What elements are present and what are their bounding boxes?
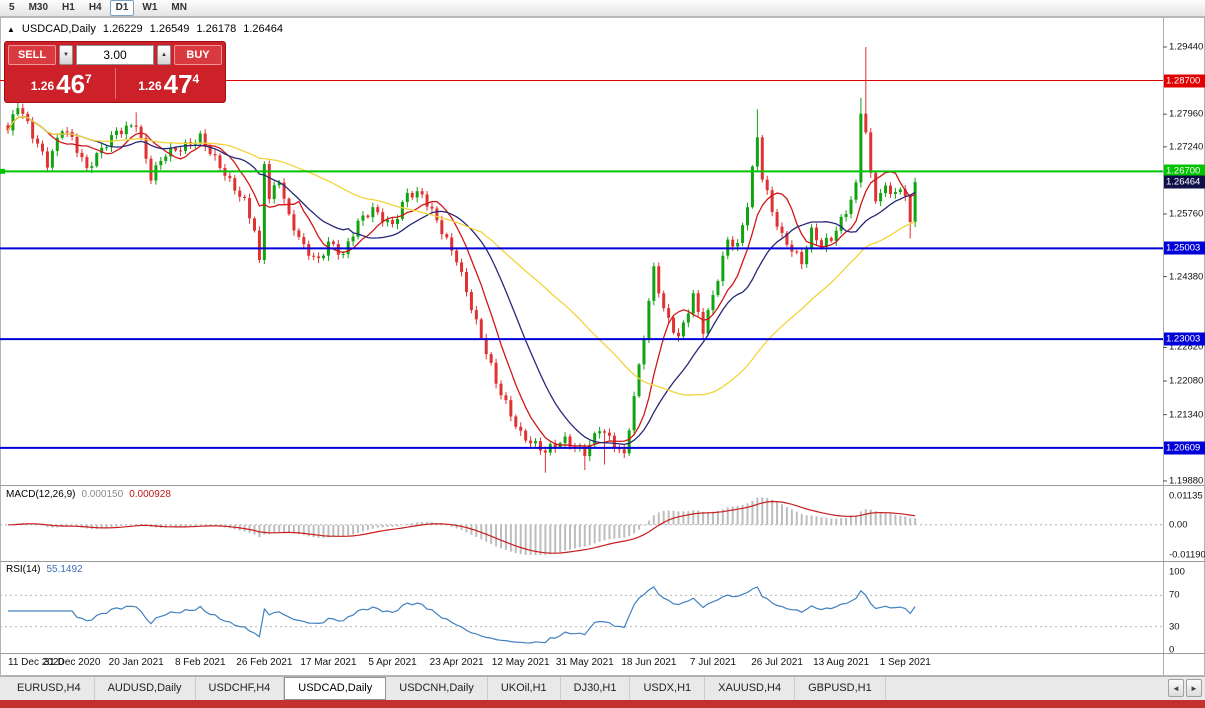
chart-tab-dj30-h1[interactable]: DJ30,H1 (561, 677, 631, 700)
buy-button[interactable]: BUY (174, 45, 222, 65)
moving-average-45 (7, 115, 916, 396)
tab-scroll-left-icon[interactable]: ◄ (1168, 679, 1184, 697)
one-click-trading-panel: SELL ▼ ▲ BUY 1.26 46 7 1.26 47 4 (4, 41, 226, 103)
timeframe-button-h1[interactable]: H1 (62, 2, 75, 13)
tab-scroll-right-icon[interactable]: ► (1186, 679, 1202, 697)
horizontal-price-lines[interactable] (0, 80, 1163, 449)
chart-tab-gbpusd-h1[interactable]: GBPUSD,H1 (795, 677, 886, 700)
timeframe-button-mn[interactable]: MN (171, 2, 187, 13)
volume-input[interactable] (76, 45, 154, 65)
timeframe-button-5[interactable]: 5 (9, 2, 15, 13)
chart-tab-usdcnh-daily[interactable]: USDCNH,Daily (386, 677, 488, 700)
buy-price-display[interactable]: 1.26 47 4 (116, 68, 223, 99)
timeframe-button-h4[interactable]: H4 (88, 2, 102, 13)
macd-signal-line (7, 500, 916, 554)
chart-tab-usdchf-h4[interactable]: USDCHF,H4 (196, 677, 285, 700)
sell-button[interactable]: SELL (8, 45, 56, 65)
sell-price-pips: 46 (56, 69, 86, 99)
timeframe-button-m30[interactable]: M30 (28, 2, 49, 13)
volume-decrease-button[interactable]: ▼ (59, 45, 73, 65)
chart-tab-ukoil-h1[interactable]: UKOil,H1 (488, 677, 561, 700)
volume-increase-button[interactable]: ▲ (157, 45, 171, 65)
chart-tab-xauusd-h4[interactable]: XAUUSD,H4 (705, 677, 796, 700)
sell-price-prefix: 1.26 (30, 79, 55, 93)
chart-tab-eurusd-h4[interactable]: EURUSD,H4 (4, 677, 95, 700)
tab-scroll-controls: ◄ ► (1168, 679, 1202, 697)
chart-tab-usdx-h1[interactable]: USDX,H1 (630, 677, 706, 700)
rsi-line (8, 586, 916, 644)
buy-price-point: 4 (192, 72, 200, 86)
bottom-red-strip (0, 700, 1205, 708)
timeframe-button-w1[interactable]: W1 (142, 2, 158, 13)
chart-tab-audusd-daily[interactable]: AUDUSD,Daily (95, 677, 196, 700)
chart-tab-usdcad-daily[interactable]: USDCAD,Daily (284, 677, 387, 700)
buy-price-prefix: 1.26 (138, 79, 162, 93)
sell-price-display[interactable]: 1.26 46 7 (8, 68, 116, 99)
moving-average-18 (7, 115, 916, 446)
moving-average-8 (7, 115, 916, 447)
chart-canvas[interactable] (0, 0, 1205, 676)
chart-tabs-bar: EURUSD,H4 AUDUSD,Daily USDCHF,H4 USDCAD,Dai… (0, 676, 1205, 700)
timeframe-toolbar: 5 M30 H1 H4 D1 W1 MN (0, 0, 1205, 17)
candles (6, 46, 917, 473)
buy-price-pips: 47 (163, 69, 193, 99)
timeframe-button-d1[interactable]: D1 (109, 0, 135, 16)
chart-background (0, 17, 1205, 676)
sell-price-point: 7 (85, 72, 92, 86)
